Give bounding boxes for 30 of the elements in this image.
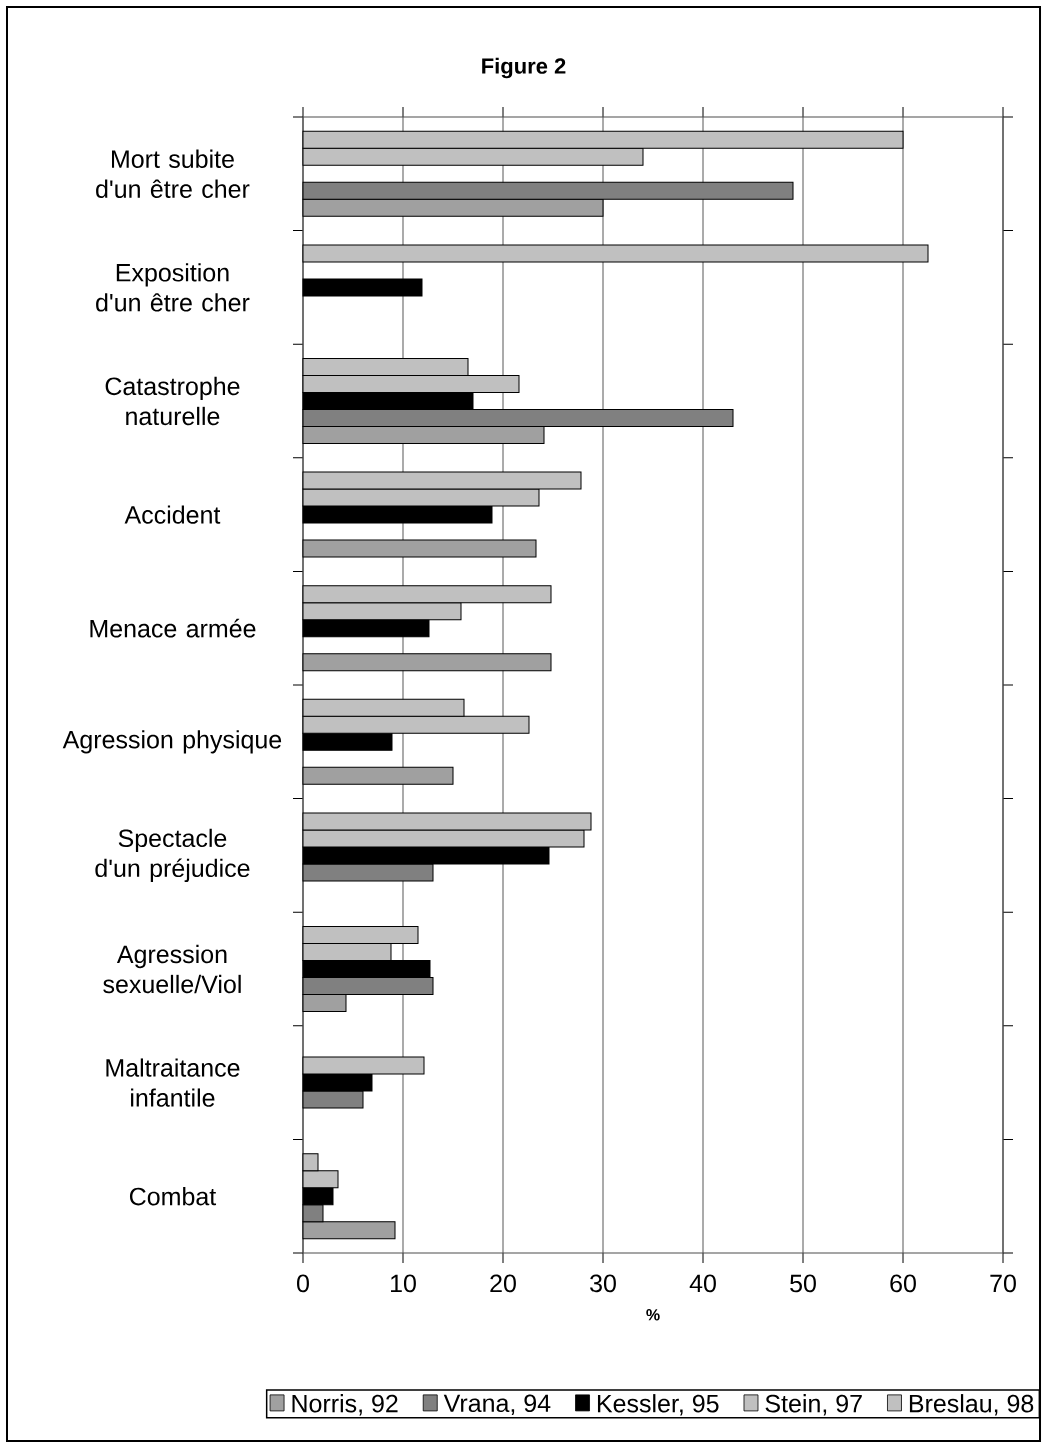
legend-label: Vrana, 94 (443, 1394, 551, 1416)
bar (302, 766, 454, 785)
bar (302, 278, 423, 297)
legend-label: Stein, 97 (765, 1394, 862, 1416)
y-tick-label: Spectacle d'un préjudice (95, 828, 250, 883)
legend-label: Breslau, 98 (909, 1394, 1034, 1416)
y-tick-label: Agression sexuelle/Viol (103, 944, 241, 994)
chart-title: Figure 2 (482, 57, 566, 79)
y-tick-label: Mort subite d'un être cher (96, 149, 250, 198)
bar (302, 539, 537, 558)
y-tick-label: Accident (124, 505, 221, 524)
x-axis-title: % (646, 1309, 660, 1321)
y-tick-label: Catastrophe naturelle (105, 376, 240, 426)
x-tick-label: 20 (490, 1274, 516, 1293)
x-tick-label: 50 (790, 1274, 816, 1293)
x-tick-label: 60 (890, 1274, 916, 1293)
bar (302, 653, 552, 672)
y-tick-label: Agression physique (62, 730, 282, 754)
y-tick-label: Combat (129, 1187, 217, 1206)
legend-label: Norris, 92 (292, 1394, 398, 1416)
y-tick-label: Exposition d'un être cher (96, 263, 250, 312)
x-tick-label: 10 (391, 1274, 416, 1293)
x-tick-label: 0 (297, 1274, 309, 1293)
x-tick-label: 70 (990, 1274, 1016, 1293)
x-tick-label: 40 (689, 1274, 716, 1293)
x-tick-label: 30 (590, 1274, 616, 1293)
legend-label: Kessler, 95 (597, 1394, 719, 1416)
y-tick-label: Menace armée (90, 618, 256, 638)
y-tick-label: Maltraitance infantile (106, 1058, 240, 1107)
bar (302, 244, 929, 263)
